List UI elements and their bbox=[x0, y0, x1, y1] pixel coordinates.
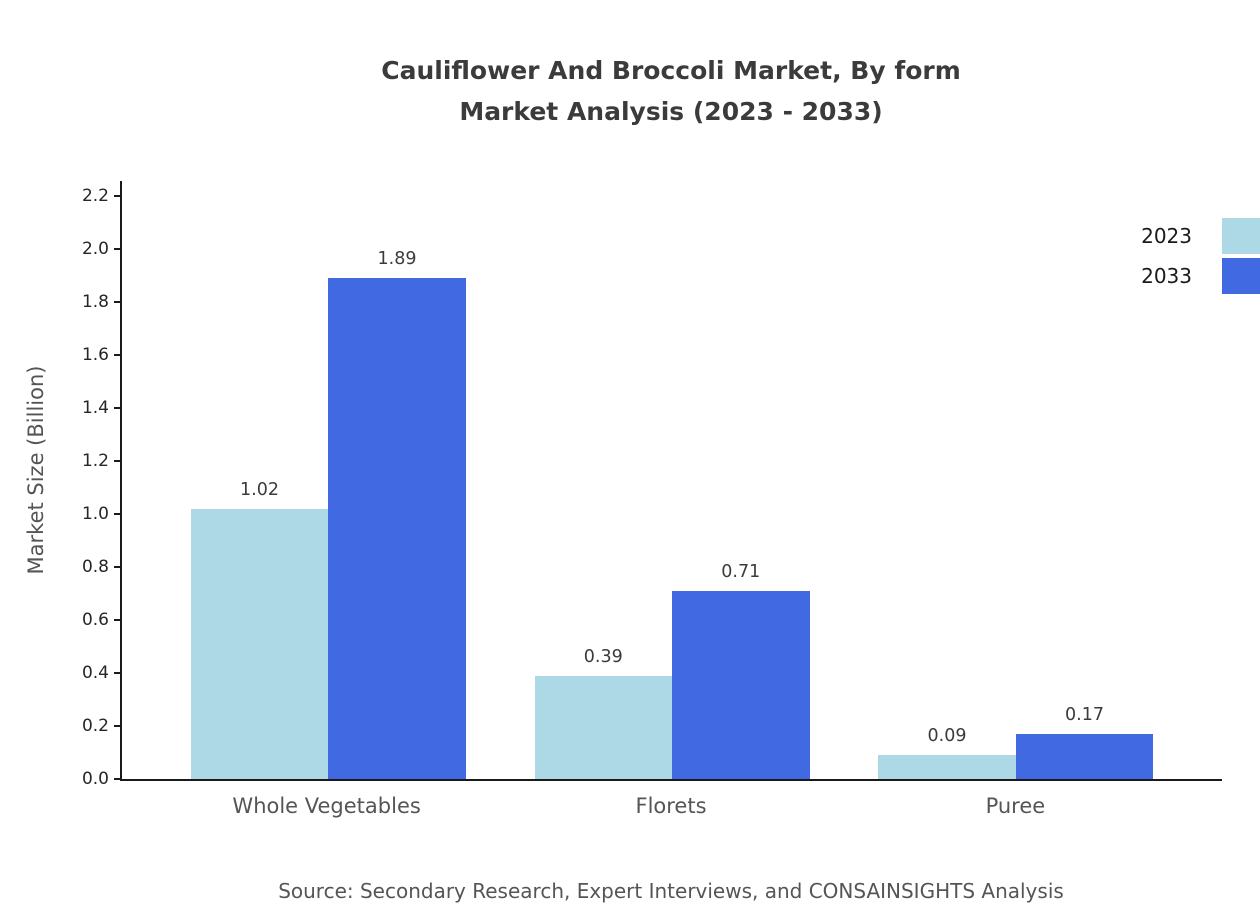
source-note: Source: Secondary Research, Expert Inter… bbox=[278, 879, 1064, 903]
legend-swatch bbox=[1222, 258, 1260, 294]
bar-2023-whole-vegetables: 1.02 bbox=[190, 480, 329, 779]
x-axis: Whole Vegetables Florets Puree bbox=[120, 794, 1222, 826]
legend-label: 2033 bbox=[1141, 264, 1192, 288]
y-tick-label: 1.2 bbox=[81, 451, 109, 471]
y-tick-mark bbox=[114, 672, 122, 674]
y-tick-mark bbox=[114, 460, 122, 462]
y-tick-label: 0.0 bbox=[81, 769, 109, 789]
y-tick: 0.4 bbox=[82, 663, 122, 683]
y-tick-label: 2.0 bbox=[81, 239, 109, 259]
y-tick-label: 0.6 bbox=[81, 610, 109, 630]
bar-value-label: 1.02 bbox=[240, 479, 279, 500]
x-category-label: Whole Vegetables bbox=[232, 794, 421, 818]
chart-title: Cauliflower And Broccoli Market, By form… bbox=[120, 50, 1222, 132]
y-tick-mark bbox=[114, 725, 122, 727]
y-tick-label: 1.6 bbox=[81, 345, 109, 365]
y-tick-label: 0.4 bbox=[81, 663, 109, 683]
bar-value-label: 0.71 bbox=[721, 561, 761, 582]
bar-2033-florets: 0.71 bbox=[672, 562, 810, 779]
y-tick: 2.2 bbox=[82, 186, 122, 206]
y-tick: 1.0 bbox=[82, 504, 122, 524]
y-tick-label: 0.8 bbox=[81, 557, 109, 577]
y-tick: 0.2 bbox=[82, 716, 122, 736]
chart-title-line-1: Cauliflower And Broccoli Market, By form bbox=[381, 56, 961, 85]
legend-item-2033: 2033 bbox=[1141, 258, 1260, 294]
legend: 2023 2033 bbox=[1141, 218, 1260, 298]
x-category-label: Florets bbox=[635, 794, 707, 818]
plot-area: 0.0 0.2 0.4 0.6 0.8 1.0 1.2 1.4 1.6 1.8 2.0 2.2 1.0… bbox=[82, 181, 1222, 789]
y-tick: 1.8 bbox=[82, 292, 122, 312]
y-tick-mark bbox=[114, 354, 122, 356]
legend-label: 2023 bbox=[1141, 224, 1192, 248]
bar-value-label: 0.17 bbox=[1065, 704, 1104, 725]
legend-item-2023: 2023 bbox=[1141, 218, 1260, 254]
y-tick: 0.8 bbox=[82, 557, 122, 577]
chart-title-line-2: Market Analysis (2023 - 2033) bbox=[459, 97, 883, 126]
x-category-label: Puree bbox=[985, 794, 1046, 818]
bar-value-label: 0.39 bbox=[583, 646, 623, 667]
legend-swatch bbox=[1222, 218, 1260, 254]
bar-2033-puree: 0.17 bbox=[1015, 705, 1154, 779]
y-tick-label: 1.4 bbox=[81, 398, 109, 418]
bar-value-label: 0.09 bbox=[927, 726, 967, 747]
y-tick-mark bbox=[114, 248, 122, 250]
y-axis-label: Market Size (Billion) bbox=[24, 365, 48, 575]
bar-value-label: 1.89 bbox=[377, 249, 417, 270]
y-tick-mark bbox=[114, 566, 122, 568]
y-tick: 0.0 bbox=[82, 769, 122, 789]
bar-2033-whole-vegetables: 1.89 bbox=[328, 249, 466, 779]
y-tick-mark bbox=[114, 513, 122, 515]
y-tick: 1.4 bbox=[82, 398, 122, 418]
y-tick-mark bbox=[114, 778, 122, 780]
y-tick-mark bbox=[114, 195, 122, 197]
y-tick-label: 0.2 bbox=[81, 716, 109, 736]
y-tick-mark bbox=[114, 619, 122, 621]
y-tick-mark bbox=[114, 301, 122, 303]
y-tick-label: 2.2 bbox=[81, 186, 109, 206]
y-tick: 1.6 bbox=[82, 345, 122, 365]
bar-2023-puree: 0.09 bbox=[878, 726, 1016, 779]
y-tick: 1.2 bbox=[82, 451, 122, 471]
y-tick: 0.6 bbox=[82, 610, 122, 630]
bar-2023-florets: 0.39 bbox=[534, 647, 672, 779]
y-tick: 2.0 bbox=[82, 239, 122, 259]
y-tick-label: 1.0 bbox=[81, 504, 109, 524]
y-tick-mark bbox=[114, 407, 122, 409]
y-tick-label: 1.8 bbox=[81, 292, 109, 312]
